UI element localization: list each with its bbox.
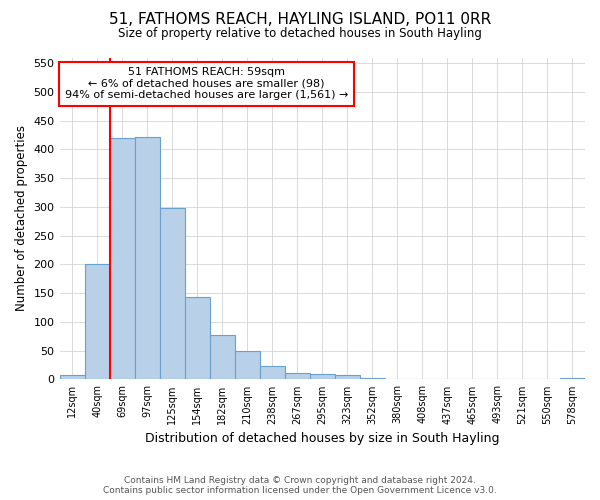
Bar [560, 378, 585, 380]
Bar [310, 374, 335, 380]
X-axis label: Distribution of detached houses by size in South Hayling: Distribution of detached houses by size … [145, 432, 500, 445]
Bar [410, 379, 435, 380]
Bar [160, 208, 185, 380]
Bar [185, 297, 209, 380]
Bar [385, 379, 410, 380]
Bar [235, 352, 260, 380]
Bar [85, 264, 110, 380]
Y-axis label: Number of detached properties: Number of detached properties [15, 126, 28, 312]
Text: 51, FATHOMS REACH, HAYLING ISLAND, PO11 0RR: 51, FATHOMS REACH, HAYLING ISLAND, PO11 … [109, 12, 491, 28]
Bar [59, 375, 85, 380]
Bar [209, 335, 235, 380]
Bar [110, 138, 134, 380]
Text: Size of property relative to detached houses in South Hayling: Size of property relative to detached ho… [118, 28, 482, 40]
Text: Contains HM Land Registry data © Crown copyright and database right 2024.
Contai: Contains HM Land Registry data © Crown c… [103, 476, 497, 495]
Bar [260, 366, 285, 380]
Bar [335, 376, 360, 380]
Bar [360, 378, 385, 380]
Bar [134, 137, 160, 380]
Bar [285, 372, 310, 380]
Text: 51 FATHOMS REACH: 59sqm
← 6% of detached houses are smaller (98)
94% of semi-det: 51 FATHOMS REACH: 59sqm ← 6% of detached… [65, 67, 349, 100]
